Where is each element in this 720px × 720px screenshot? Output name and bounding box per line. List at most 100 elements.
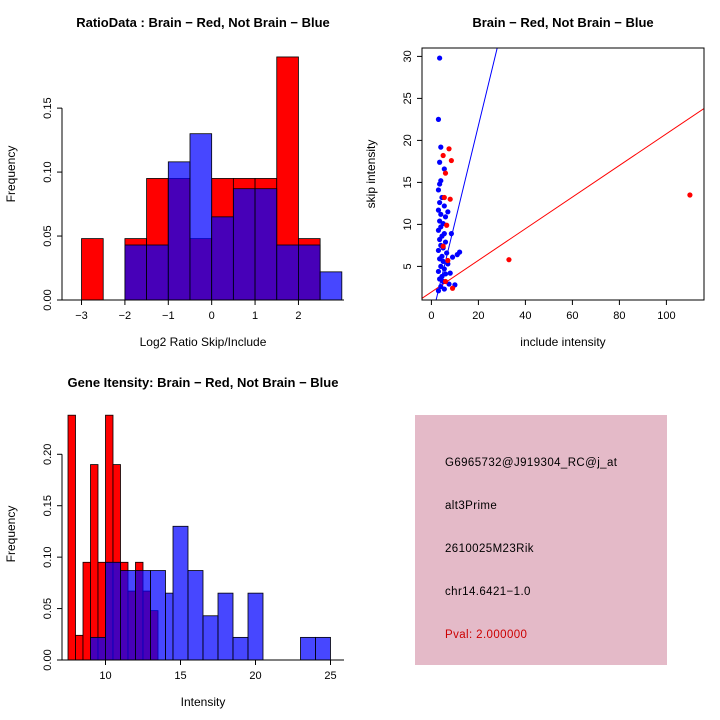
- data-point: [687, 192, 693, 198]
- y-tick-label: 30: [402, 50, 414, 62]
- y-tick-label: 15: [402, 176, 414, 188]
- data-point: [435, 187, 442, 193]
- probe-id-text: G6965732@J919304_RC@j_at: [445, 457, 618, 469]
- red-fit-line: [422, 108, 704, 299]
- x-axis-title: include intensity: [520, 335, 605, 349]
- intensity-scatter-chart: 0 20 40 60 80 100 5 10 15 20 25 30 Brain − Red, Not …: [364, 15, 705, 349]
- data-point: [438, 211, 444, 217]
- data-point: [447, 196, 453, 202]
- x-tick-label: 1: [252, 310, 258, 322]
- hist-bar: [298, 244, 321, 301]
- hist-bar: [300, 636, 316, 661]
- data-point: [445, 209, 451, 215]
- y-tick-label: 25: [402, 92, 414, 104]
- hist-bar: [167, 161, 191, 301]
- x-tick-label: 80: [613, 310, 625, 322]
- data-point: [437, 236, 443, 243]
- hist-bar: [146, 244, 169, 301]
- hist-bar: [247, 592, 264, 661]
- x-tick-label: 40: [519, 310, 531, 322]
- data-point: [441, 266, 447, 272]
- hist-bar: [135, 570, 151, 661]
- data-point: [444, 250, 450, 256]
- data-point: [442, 278, 449, 285]
- data-point: [441, 194, 447, 201]
- data-point: [449, 254, 456, 260]
- data-point: [447, 270, 453, 276]
- y-tick-label: 0.15: [42, 495, 54, 516]
- x-tick-label: 20: [472, 310, 484, 322]
- panel-title: Brain − Red, Not Brain − Blue: [472, 15, 653, 30]
- x-tick-label: 15: [174, 670, 186, 682]
- data-point: [438, 144, 444, 150]
- hist-bar: [165, 592, 174, 661]
- data-point: [435, 116, 442, 122]
- pval-text: Pval: 2.000000: [445, 629, 528, 641]
- blue-fit-line: [435, 48, 498, 300]
- gene-info-panel: G6965732@J919304_RC@j_at alt3Prime 26100…: [360, 360, 720, 720]
- x-axis-title: Intensity: [181, 695, 226, 709]
- data-point: [440, 258, 446, 264]
- y-tick-label: 0.10: [42, 161, 54, 182]
- plot-box: [421, 47, 705, 301]
- x-tick-label: 25: [324, 670, 336, 682]
- gene-intensity-histogram-chart: 10 15 20 25 0.00 0.05 0.10 0.15 0.20 Gene Itensit…: [4, 375, 344, 709]
- y-tick-label: 20: [402, 134, 414, 146]
- y-tick-label: 0.10: [42, 546, 54, 567]
- hist-bar: [124, 244, 148, 301]
- data-point: [435, 268, 442, 275]
- hist-bar: [120, 570, 136, 661]
- x-tick-label: 20: [249, 670, 261, 682]
- data-point: [441, 166, 447, 172]
- y-tick-label: 5: [402, 263, 414, 269]
- x-axis-title: Log2 Ratio Skip/Include: [140, 335, 267, 349]
- hist-bar: [150, 570, 166, 661]
- hist-bar: [82, 561, 91, 661]
- hist-bar: [211, 216, 234, 301]
- y-tick-label: 0.00: [42, 289, 54, 310]
- hist-bar: [75, 634, 84, 661]
- data-point: [446, 146, 452, 152]
- y-tick-label: 10: [402, 218, 414, 230]
- data-point: [441, 203, 447, 209]
- brain-red-points: [440, 146, 693, 291]
- y-tick-label: 0.15: [42, 97, 54, 118]
- hist-bar: [217, 592, 234, 661]
- not-brain-blue-points: [435, 55, 463, 294]
- y-axis-title: skip intensity: [364, 140, 378, 209]
- x-tick-label: 60: [566, 310, 578, 322]
- y-tick-label: 0.05: [42, 598, 54, 619]
- not-brain-blue-bars: [90, 525, 331, 661]
- hist-bar: [276, 244, 299, 301]
- data-point: [440, 152, 446, 159]
- data-point: [435, 247, 442, 254]
- gene-info-box: G6965732@J919304_RC@j_at alt3Prime 26100…: [415, 415, 667, 665]
- hist-bar: [189, 133, 213, 301]
- data-point: [448, 231, 454, 237]
- data-point: [442, 170, 449, 176]
- x-tick-label: 10: [99, 670, 111, 682]
- hist-bar: [90, 636, 106, 661]
- gene-symbol-text: 2610025M23Rik: [445, 543, 534, 555]
- data-point: [457, 249, 463, 255]
- data-point: [441, 286, 447, 292]
- data-point: [442, 214, 449, 220]
- hist-bar: [202, 615, 219, 661]
- panel-title: Gene Itensity: Brain − Red, Not Brain − …: [68, 375, 339, 390]
- hist-bar: [315, 636, 331, 661]
- hist-bar: [105, 561, 121, 661]
- chromosome-text: chr14.6421−1.0: [445, 586, 531, 598]
- data-point: [435, 227, 442, 233]
- data-point: [437, 199, 443, 206]
- hist-bar: [232, 188, 256, 301]
- hist-bar: [172, 525, 189, 661]
- data-point: [506, 257, 512, 263]
- data-point: [437, 159, 443, 165]
- x-tick-label: −2: [119, 310, 132, 322]
- panel-title: RatioData : Brain − Red, Not Brain − Blu…: [76, 15, 330, 30]
- data-point: [448, 157, 454, 164]
- hist-bar: [232, 636, 249, 661]
- data-point: [440, 243, 446, 249]
- y-tick-label: 0.20: [42, 444, 54, 465]
